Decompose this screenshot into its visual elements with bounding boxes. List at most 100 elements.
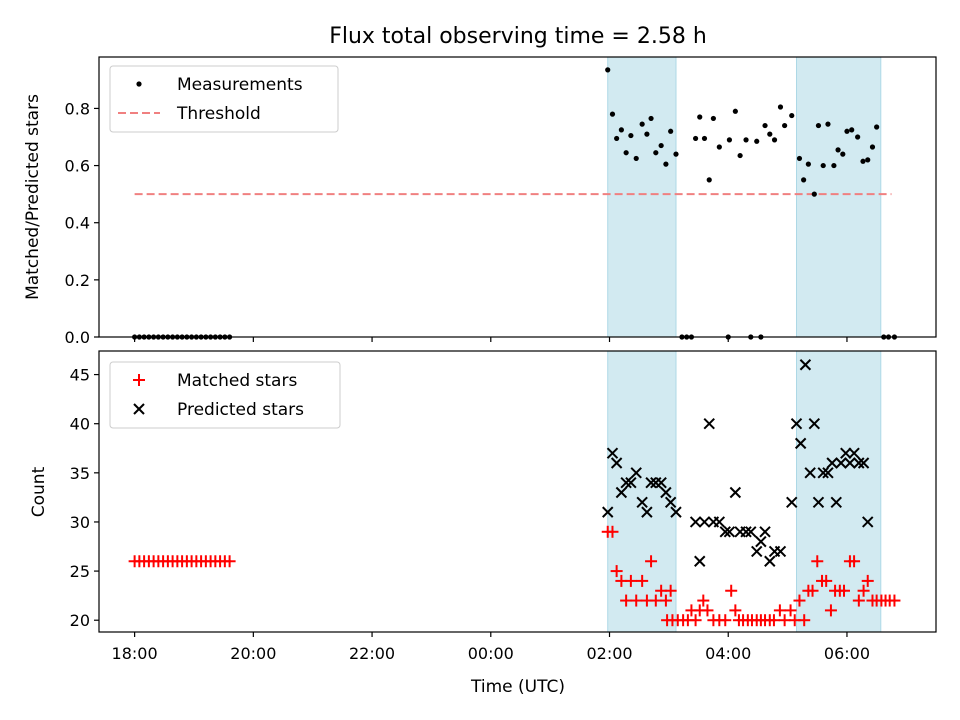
predicted-star-stroke-b bbox=[610, 457, 623, 469]
predicted-star-stroke-b bbox=[723, 526, 736, 538]
measurements-legend-label: Measurements bbox=[177, 75, 303, 95]
predicted-star-point bbox=[764, 555, 776, 567]
predicted-star-stroke-b bbox=[808, 417, 821, 430]
predicted-star-point bbox=[602, 506, 614, 518]
predicted-star-point bbox=[759, 526, 771, 538]
predicted-star-stroke-b bbox=[729, 486, 742, 499]
predicted-star-point bbox=[729, 486, 742, 499]
predicted-star-stroke-b bbox=[694, 555, 706, 567]
predicted-star-point bbox=[844, 457, 856, 469]
measurement-point bbox=[860, 158, 866, 164]
predicted-star-point bbox=[835, 457, 847, 469]
predicted-star-stroke-b bbox=[655, 476, 667, 489]
predicted-star-point bbox=[655, 476, 667, 489]
x-tick-label: 18:00 bbox=[112, 644, 158, 663]
measurement-point bbox=[706, 177, 712, 183]
panel2-legend-box bbox=[109, 361, 341, 429]
measurement-point bbox=[782, 122, 788, 129]
predicted-star-stroke-b bbox=[853, 457, 865, 469]
predicted-star-point bbox=[745, 526, 757, 538]
panel2-y-axis-label: Count bbox=[29, 466, 49, 517]
predicted-star-point bbox=[620, 476, 632, 489]
measurement-point bbox=[639, 121, 645, 127]
panel2-legend: Matched stars Predicted stars bbox=[109, 361, 341, 429]
predicted-star-point bbox=[817, 467, 829, 479]
predicted-star-stroke-b bbox=[620, 476, 632, 489]
predicted-star-stroke-b bbox=[790, 417, 803, 430]
matched-star-point bbox=[697, 594, 710, 607]
predicted-star-point bbox=[740, 526, 752, 538]
matched-star-point bbox=[620, 594, 633, 607]
shaded-interval-1-1 bbox=[607, 56, 677, 338]
matched-star-point bbox=[664, 584, 677, 597]
predicted-star-stroke-b bbox=[606, 447, 619, 459]
panel1-y-tick-label: 0.6 bbox=[65, 157, 90, 176]
measurement-point bbox=[815, 122, 822, 129]
measurement-point bbox=[869, 144, 876, 150]
measurement-point bbox=[805, 161, 811, 167]
panel2-y-tick-label: 45 bbox=[70, 366, 90, 385]
measurement-point bbox=[623, 150, 629, 156]
predicted-star-stroke-b bbox=[794, 437, 807, 450]
predicted-star-stroke-b bbox=[641, 506, 653, 518]
panel2-y-tick-label: 35 bbox=[70, 464, 90, 483]
measurement-point bbox=[754, 138, 760, 144]
predicted-star-point bbox=[625, 476, 637, 489]
measurement-point bbox=[732, 108, 738, 114]
predicted-star-stroke-b bbox=[844, 457, 856, 469]
predicted-star-point bbox=[606, 447, 619, 459]
predicted-star-stroke-b bbox=[840, 447, 852, 459]
matched-star-point bbox=[223, 555, 236, 568]
measurement-point bbox=[855, 134, 861, 140]
predicted-star-point bbox=[774, 545, 787, 558]
measurement-point bbox=[777, 104, 784, 110]
measurement-point bbox=[835, 147, 841, 153]
chart-title: Flux total observing time = 2.58 h bbox=[329, 24, 707, 49]
matched-star-point bbox=[861, 574, 874, 587]
predicted-star-stroke-b bbox=[804, 467, 816, 479]
predicted-star-stroke-b bbox=[751, 545, 763, 558]
measurement-point bbox=[840, 151, 846, 157]
panel1-legend: Measurements Threshold bbox=[109, 65, 339, 133]
predicted-star-point bbox=[799, 359, 812, 371]
matched-star-point bbox=[701, 604, 714, 617]
predicted-star-point bbox=[853, 457, 865, 469]
predicted-star-stroke-b bbox=[774, 545, 787, 558]
measurement-point bbox=[796, 155, 803, 162]
predicted-star-point bbox=[698, 516, 711, 528]
predicted-star-point bbox=[790, 417, 803, 430]
measurement-point bbox=[609, 111, 616, 117]
measurement-point bbox=[618, 127, 624, 133]
measurement-point bbox=[697, 114, 703, 120]
predicted-star-point bbox=[826, 457, 838, 469]
measurement-point bbox=[605, 67, 611, 73]
predicted-star-stroke-b bbox=[745, 526, 757, 538]
shaded-intervals bbox=[607, 56, 882, 633]
measurement-point bbox=[673, 151, 679, 157]
measurement-point bbox=[653, 150, 659, 156]
panel1-y-tick-label: 0.2 bbox=[65, 271, 90, 290]
predicted-star-stroke-b bbox=[698, 516, 711, 528]
x-tick-label: 20:00 bbox=[230, 644, 276, 663]
predicted-star-stroke-b bbox=[660, 486, 672, 499]
x-tick-label: 06:00 bbox=[824, 644, 870, 663]
predicted-star-stroke-b bbox=[822, 467, 834, 479]
matched-star-point bbox=[798, 614, 811, 627]
measurement-point bbox=[801, 177, 807, 183]
measurement-point bbox=[844, 128, 850, 134]
panel1-y-tick-label: 0.4 bbox=[65, 214, 90, 233]
measurement-point bbox=[811, 191, 817, 197]
matched-star-point bbox=[606, 525, 619, 538]
measurement-point bbox=[762, 122, 768, 129]
predicted-star-point bbox=[794, 437, 807, 450]
measurement-point bbox=[874, 124, 880, 130]
predicted-star-stroke-b bbox=[826, 457, 838, 469]
measurement-point bbox=[831, 162, 837, 169]
threshold-legend-label: Threshold bbox=[176, 104, 261, 124]
matched-star-point bbox=[649, 594, 662, 607]
predicted-star-point bbox=[636, 496, 648, 509]
predicted-star-point bbox=[719, 526, 731, 538]
predicted-star-stroke-b bbox=[645, 476, 657, 489]
measurement-point bbox=[743, 137, 749, 143]
matched-star-point bbox=[729, 604, 742, 617]
